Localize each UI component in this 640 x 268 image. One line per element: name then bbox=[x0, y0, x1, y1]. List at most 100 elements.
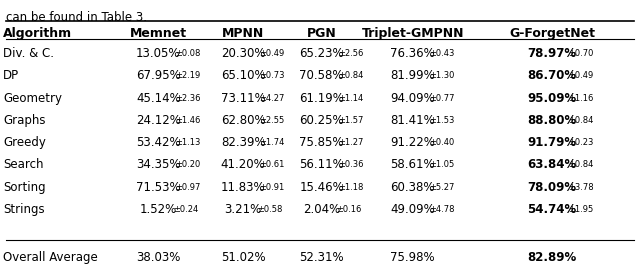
Text: ±3.78: ±3.78 bbox=[568, 183, 594, 192]
Text: ±0.49: ±0.49 bbox=[260, 49, 285, 58]
Text: PGN: PGN bbox=[307, 27, 337, 40]
Text: 94.09%: 94.09% bbox=[390, 92, 435, 105]
Text: 52.31%: 52.31% bbox=[300, 251, 344, 264]
Text: ±2.19: ±2.19 bbox=[175, 71, 200, 80]
Text: ±1.46: ±1.46 bbox=[175, 116, 200, 125]
Text: 73.11%: 73.11% bbox=[221, 92, 266, 105]
Text: 91.22%: 91.22% bbox=[390, 136, 435, 149]
Text: ±5.27: ±5.27 bbox=[429, 183, 454, 192]
Text: 13.05%: 13.05% bbox=[136, 47, 180, 60]
Text: ±0.20: ±0.20 bbox=[175, 160, 200, 169]
Text: ±4.78: ±4.78 bbox=[429, 205, 454, 214]
Text: ±0.23: ±0.23 bbox=[568, 138, 594, 147]
Text: 78.09%: 78.09% bbox=[527, 181, 577, 193]
Text: ±1.27: ±1.27 bbox=[338, 138, 364, 147]
Text: 95.09%: 95.09% bbox=[527, 92, 577, 105]
Text: Triplet-GMPNN: Triplet-GMPNN bbox=[362, 27, 464, 40]
Text: 63.84%: 63.84% bbox=[527, 158, 577, 171]
Text: ±1.18: ±1.18 bbox=[338, 183, 364, 192]
Text: 34.35%: 34.35% bbox=[136, 158, 180, 171]
Text: ±0.08: ±0.08 bbox=[175, 49, 200, 58]
Text: Strings: Strings bbox=[3, 203, 45, 216]
Text: ±1.57: ±1.57 bbox=[338, 116, 364, 125]
Text: ±1.53: ±1.53 bbox=[429, 116, 454, 125]
Text: 2.04%: 2.04% bbox=[303, 203, 340, 216]
Text: ±0.24: ±0.24 bbox=[173, 205, 198, 214]
Text: ±1.95: ±1.95 bbox=[568, 205, 593, 214]
Text: 88.80%: 88.80% bbox=[527, 114, 577, 127]
Text: ±0.58: ±0.58 bbox=[258, 205, 283, 214]
Text: Overall Average: Overall Average bbox=[3, 251, 98, 264]
Text: Div. & C.: Div. & C. bbox=[3, 47, 54, 60]
Text: 11.83%: 11.83% bbox=[221, 181, 266, 193]
Text: can be found in Table 3.: can be found in Table 3. bbox=[6, 11, 147, 24]
Text: 75.85%: 75.85% bbox=[300, 136, 344, 149]
Text: 54.74%: 54.74% bbox=[527, 203, 577, 216]
Text: 81.99%: 81.99% bbox=[390, 69, 435, 82]
Text: ±0.16: ±0.16 bbox=[336, 205, 362, 214]
Text: ±1.05: ±1.05 bbox=[429, 160, 454, 169]
Text: 70.58%: 70.58% bbox=[300, 69, 344, 82]
Text: Geometry: Geometry bbox=[3, 92, 62, 105]
Text: Greedy: Greedy bbox=[3, 136, 46, 149]
Text: 82.39%: 82.39% bbox=[221, 136, 266, 149]
Text: 78.97%: 78.97% bbox=[527, 47, 577, 60]
Text: 76.36%: 76.36% bbox=[390, 47, 435, 60]
Text: 15.46%: 15.46% bbox=[300, 181, 344, 193]
Text: 53.42%: 53.42% bbox=[136, 136, 180, 149]
Text: 81.41%: 81.41% bbox=[390, 114, 435, 127]
Text: ±0.73: ±0.73 bbox=[260, 71, 285, 80]
Text: ±0.84: ±0.84 bbox=[568, 160, 594, 169]
Text: 82.89%: 82.89% bbox=[527, 251, 577, 264]
Text: ±1.30: ±1.30 bbox=[429, 71, 454, 80]
Text: 45.14%: 45.14% bbox=[136, 92, 180, 105]
Text: ±1.16: ±1.16 bbox=[568, 94, 594, 103]
Text: ±1.14: ±1.14 bbox=[338, 94, 363, 103]
Text: Memnet: Memnet bbox=[130, 27, 187, 40]
Text: Graphs: Graphs bbox=[3, 114, 45, 127]
Text: Sorting: Sorting bbox=[3, 181, 46, 193]
Text: ±0.70: ±0.70 bbox=[568, 49, 594, 58]
Text: ±2.56: ±2.56 bbox=[338, 49, 364, 58]
Text: 49.09%: 49.09% bbox=[390, 203, 435, 216]
Text: 51.02%: 51.02% bbox=[221, 251, 266, 264]
Text: 24.12%: 24.12% bbox=[136, 114, 181, 127]
Text: MPNN: MPNN bbox=[222, 27, 264, 40]
Text: 86.70%: 86.70% bbox=[527, 69, 577, 82]
Text: 65.10%: 65.10% bbox=[221, 69, 266, 82]
Text: 3.21%: 3.21% bbox=[225, 203, 262, 216]
Text: ±2.55: ±2.55 bbox=[260, 116, 285, 125]
Text: ±0.84: ±0.84 bbox=[568, 116, 594, 125]
Text: 41.20%: 41.20% bbox=[221, 158, 266, 171]
Text: 61.19%: 61.19% bbox=[299, 92, 344, 105]
Text: ±0.49: ±0.49 bbox=[568, 71, 593, 80]
Text: 60.38%: 60.38% bbox=[390, 181, 435, 193]
Text: Algorithm: Algorithm bbox=[3, 27, 72, 40]
Text: 65.23%: 65.23% bbox=[300, 47, 344, 60]
Text: ±2.36: ±2.36 bbox=[175, 94, 200, 103]
Text: ±0.36: ±0.36 bbox=[338, 160, 364, 169]
Text: ±0.61: ±0.61 bbox=[260, 160, 285, 169]
Text: 1.52%: 1.52% bbox=[140, 203, 177, 216]
Text: ±0.97: ±0.97 bbox=[175, 183, 200, 192]
Text: 71.53%: 71.53% bbox=[136, 181, 180, 193]
Text: 91.79%: 91.79% bbox=[527, 136, 577, 149]
Text: ±0.77: ±0.77 bbox=[429, 94, 454, 103]
Text: 56.11%: 56.11% bbox=[300, 158, 344, 171]
Text: 62.80%: 62.80% bbox=[221, 114, 266, 127]
Text: G-ForgetNet: G-ForgetNet bbox=[509, 27, 595, 40]
Text: Search: Search bbox=[3, 158, 44, 171]
Text: 20.30%: 20.30% bbox=[221, 47, 266, 60]
Text: 38.03%: 38.03% bbox=[136, 251, 180, 264]
Text: ±0.91: ±0.91 bbox=[260, 183, 285, 192]
Text: ±0.84: ±0.84 bbox=[338, 71, 364, 80]
Text: ±4.27: ±4.27 bbox=[260, 94, 285, 103]
Text: 58.61%: 58.61% bbox=[390, 158, 435, 171]
Text: 60.25%: 60.25% bbox=[300, 114, 344, 127]
Text: DP: DP bbox=[3, 69, 19, 82]
Text: 75.98%: 75.98% bbox=[390, 251, 435, 264]
Text: ±0.43: ±0.43 bbox=[429, 49, 454, 58]
Text: ±1.74: ±1.74 bbox=[260, 138, 285, 147]
Text: 67.95%: 67.95% bbox=[136, 69, 180, 82]
Text: ±0.40: ±0.40 bbox=[429, 138, 454, 147]
